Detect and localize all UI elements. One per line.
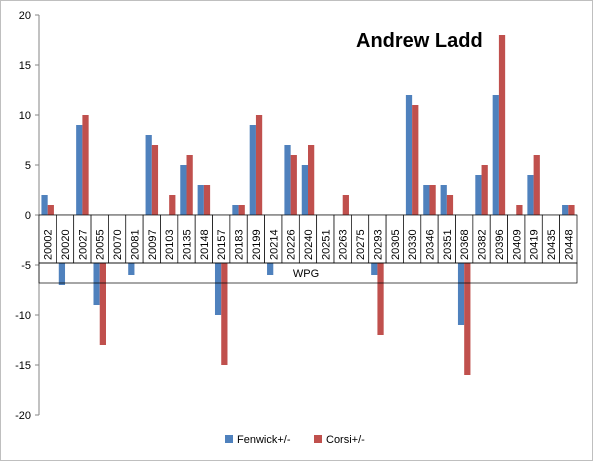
category-labels: 20002 20020 20027 20055 20070 20081 20097 20103… (38, 214, 578, 284)
category-label: 20199 (251, 229, 263, 260)
y-tick-label: -10 (15, 310, 31, 322)
category-label: 20275 (355, 229, 367, 260)
category-label: 20097 (147, 229, 159, 260)
group-label: WPG (293, 268, 319, 280)
bar-corsi (342, 195, 349, 215)
bar-corsi (498, 35, 506, 215)
bar-fenwick (562, 205, 569, 215)
bar-fenwick (76, 125, 83, 215)
bar-fenwick (457, 215, 465, 325)
category-label: 20135 (182, 229, 194, 260)
legend-label: Corsi+/- (326, 434, 365, 446)
legend-swatch (225, 435, 233, 443)
bar-fenwick (492, 95, 499, 215)
category-label: 20448 (563, 229, 575, 260)
bar-fenwick (440, 185, 447, 215)
category-label: 20382 (477, 229, 489, 260)
y-tick-label: 15 (19, 60, 31, 72)
category-label: 20263 (338, 229, 350, 260)
bar-corsi (186, 155, 193, 215)
y-tick-label: -20 (15, 410, 31, 422)
category-label: 20226 (286, 229, 298, 260)
category-label: 20293 (372, 229, 384, 260)
y-tick-label: -5 (21, 260, 31, 272)
bar-corsi (429, 185, 436, 215)
bar-corsi (568, 205, 575, 215)
bar-corsi (308, 145, 315, 215)
category-label: 20240 (303, 229, 315, 260)
category-label: 20330 (407, 229, 419, 260)
bar-fenwick (301, 165, 308, 215)
category-label: 20081 (129, 229, 141, 260)
y-tick-label: 5 (25, 160, 31, 172)
bar-fenwick (232, 205, 239, 215)
group-cell (38, 262, 578, 284)
bar-fenwick (527, 175, 534, 215)
legend-label: Fenwick+/- (237, 434, 291, 446)
legend-swatch (314, 435, 322, 443)
bar-corsi (533, 155, 540, 215)
category-label: 20214 (268, 229, 280, 260)
bar-fenwick (145, 135, 152, 215)
bar-fenwick (475, 175, 482, 215)
bar-corsi (169, 195, 176, 215)
category-label: 20419 (529, 229, 541, 260)
chart-title: Andrew Ladd (356, 30, 483, 52)
bar-corsi (481, 165, 488, 215)
category-label: 20055 (95, 229, 107, 260)
bar-fenwick (214, 215, 222, 315)
category-label: 20251 (320, 229, 332, 260)
category-label: 20002 (43, 229, 55, 260)
bar-corsi (464, 215, 471, 375)
bar-fenwick (249, 125, 256, 215)
category-label: 20148 (199, 229, 211, 260)
y-tick-label: -15 (15, 360, 31, 372)
bar-corsi (377, 215, 384, 335)
bar-fenwick (284, 145, 291, 215)
category-label: 20020 (60, 229, 72, 260)
bar-fenwick (197, 185, 204, 215)
category-label: 20409 (511, 229, 523, 260)
bar-corsi (255, 115, 263, 215)
bar-corsi (221, 215, 228, 365)
bar-corsi (412, 105, 419, 215)
bar-corsi (238, 205, 245, 215)
category-label: 20368 (459, 229, 471, 260)
y-tick-label: 10 (19, 110, 31, 122)
category-label: 20435 (546, 229, 558, 260)
y-tick-label: 20 (19, 10, 31, 22)
legend: Fenwick+/- Corsi+/- (225, 434, 365, 446)
category-label: 20305 (390, 229, 402, 260)
category-label: 20157 (216, 229, 228, 260)
bar-corsi (82, 115, 89, 215)
bar-fenwick (405, 95, 413, 215)
category-label: 20183 (234, 229, 246, 260)
category-label: 20346 (424, 229, 436, 260)
category-label: 20070 (112, 229, 124, 260)
bar-corsi (151, 145, 159, 215)
category-label: 20351 (442, 229, 454, 260)
bar-corsi (516, 205, 523, 215)
category-label: 20396 (494, 229, 506, 260)
bar-fenwick (180, 165, 187, 215)
bar-corsi (290, 155, 297, 215)
bar-corsi (446, 195, 454, 215)
category-label: 20103 (164, 229, 176, 260)
bar-fenwick (423, 185, 430, 215)
bar-corsi (99, 215, 106, 345)
bar-corsi (47, 205, 54, 215)
bar-fenwick (41, 195, 48, 215)
category-label: 20027 (77, 229, 89, 260)
bars-layer (41, 35, 575, 375)
bar-corsi (203, 185, 211, 215)
y-tick-label: 0 (25, 210, 31, 222)
